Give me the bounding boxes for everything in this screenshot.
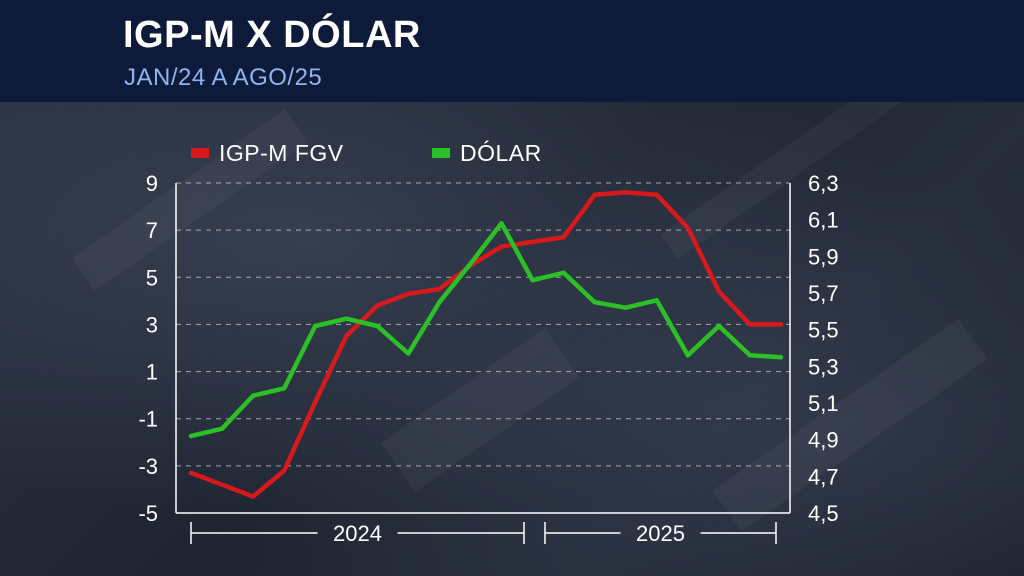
data-point-igpm [654, 192, 659, 197]
right-axis-tick-label: 4,7 [808, 464, 839, 489]
data-point-dolar [654, 298, 659, 303]
data-point-igpm [281, 468, 287, 473]
data-point-dolar [468, 261, 473, 266]
data-point-igpm [716, 289, 722, 294]
data-point-dolar [437, 299, 442, 305]
data-point-dolar [623, 305, 628, 310]
data-point-igpm [778, 322, 784, 327]
data-point-igpm [406, 291, 411, 296]
right-axis-tick-label: 5,5 [808, 318, 839, 343]
chart-subtitle: JAN/24 A AGO/25 [124, 64, 323, 91]
year-bracket-2025-label: 2025 [636, 521, 685, 546]
data-point-dolar [188, 433, 194, 439]
right-axis-tick-label: 4,5 [808, 501, 839, 526]
data-point-igpm [437, 286, 442, 292]
data-point-dolar [716, 323, 722, 329]
data-point-dolar [530, 277, 535, 283]
data-point-dolar [778, 354, 784, 360]
data-point-dolar [375, 323, 380, 329]
data-point-igpm [344, 334, 349, 339]
legend-label-igpm: IGP-M FGV [219, 139, 344, 166]
year-bracket-2024-label: 2024 [333, 521, 382, 546]
legend-label-dolar: DÓLAR [460, 139, 542, 166]
data-point-igpm [747, 322, 753, 327]
left-axis-tick-label: 1 [146, 360, 158, 385]
chart-title: IGP-M X DÓLAR [123, 14, 421, 56]
data-point-igpm [623, 190, 628, 195]
legend-swatch-dolar [432, 148, 450, 158]
right-axis-tick-label: 6,1 [808, 208, 839, 233]
series-line-dolar [188, 221, 784, 439]
data-point-igpm [499, 244, 504, 249]
right-axis-tick-label: 4,9 [808, 428, 839, 453]
left-axis-tick-label: -3 [138, 454, 158, 479]
right-axis-tick-label: 5,1 [808, 391, 839, 416]
left-axis-tick-label: 5 [146, 265, 158, 290]
right-axis-tick-label: 5,7 [808, 281, 839, 306]
data-point-dolar [313, 323, 318, 329]
right-axis-tick-label: 5,3 [808, 354, 839, 379]
data-point-igpm [313, 400, 318, 405]
background-image [0, 50, 1024, 576]
left-axis-tick-label: -1 [138, 407, 158, 432]
data-point-dolar [281, 386, 287, 391]
left-axis-tick-label: -5 [138, 501, 158, 526]
data-point-igpm [530, 239, 535, 245]
data-point-igpm [592, 192, 597, 197]
series-line-igpm [188, 190, 784, 499]
data-point-dolar [406, 351, 411, 356]
data-point-dolar [685, 353, 691, 358]
left-axis-tick-label: 7 [146, 218, 158, 243]
legend-item-igpm: IGP-M FGV [191, 138, 344, 168]
data-point-dolar [747, 353, 753, 358]
data-point-igpm [250, 494, 256, 499]
legend-item-dolar: DÓLAR [432, 138, 542, 168]
right-axis-tick-label: 5,9 [808, 244, 839, 269]
data-point-igpm [685, 225, 691, 230]
left-axis-tick-label: 9 [146, 171, 158, 196]
data-point-dolar [592, 299, 597, 305]
right-axis-tick-label: 6,3 [808, 171, 839, 196]
data-point-igpm [188, 470, 194, 476]
header-banner: IGP-M X DÓLAR JAN/24 A AGO/25 [0, 0, 1024, 102]
data-point-dolar [561, 270, 566, 276]
data-point-dolar [219, 426, 225, 431]
data-point-igpm [219, 482, 225, 487]
legend-swatch-igpm [191, 148, 209, 158]
data-point-dolar [250, 393, 256, 398]
data-point-igpm [375, 303, 380, 308]
data-point-dolar [499, 221, 504, 226]
data-point-igpm [561, 235, 566, 240]
left-axis-tick-label: 3 [146, 312, 158, 337]
data-point-dolar [344, 316, 349, 321]
